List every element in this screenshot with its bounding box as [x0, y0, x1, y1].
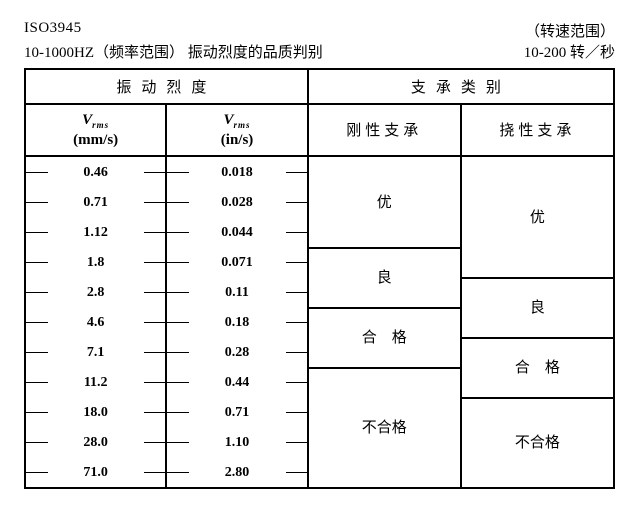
- scale-ins: 0.0180.0280.0440.0710.110.180.280.440.71…: [167, 157, 306, 487]
- speed-range-value: 10-200 转／秒: [524, 41, 615, 62]
- vibration-table: 振动烈度 支承类别 Vrms (mm/s) Vrms (in/s) 刚性支承 挠…: [24, 68, 615, 489]
- grade-cell: 优: [309, 157, 460, 249]
- iso-code: ISO3945: [24, 20, 82, 41]
- header: ISO3945 （转速范围） 10-1000HZ（频率范围） 振动烈度的品质判别…: [24, 20, 615, 62]
- grade-cell: 不合格: [462, 397, 613, 487]
- th-vrms-mms: Vrms (mm/s): [25, 104, 166, 156]
- th-rigid: 刚性支承: [308, 104, 461, 156]
- scale-mms: 0.460.711.121.82.84.67.111.218.028.071.0: [26, 157, 165, 487]
- grade-cell: 合 格: [309, 307, 460, 369]
- th-intensity: 振动烈度: [25, 69, 308, 104]
- th-flex: 挠性支承: [461, 104, 614, 156]
- grade-cell: 合 格: [462, 337, 613, 399]
- grade-cell: 良: [462, 277, 613, 339]
- grades-flex: 优良合 格不合格: [462, 157, 613, 487]
- grade-cell: 良: [309, 247, 460, 309]
- freq-range-line: 10-1000HZ（频率范围） 振动烈度的品质判别: [24, 41, 323, 62]
- th-support: 支承类别: [308, 69, 614, 104]
- grade-cell: 优: [462, 157, 613, 279]
- th-vrms-ins: Vrms (in/s): [166, 104, 307, 156]
- grade-cell: 不合格: [309, 367, 460, 487]
- speed-range-label: （转速范围）: [525, 20, 615, 41]
- grades-rigid: 优良合 格不合格: [309, 157, 460, 487]
